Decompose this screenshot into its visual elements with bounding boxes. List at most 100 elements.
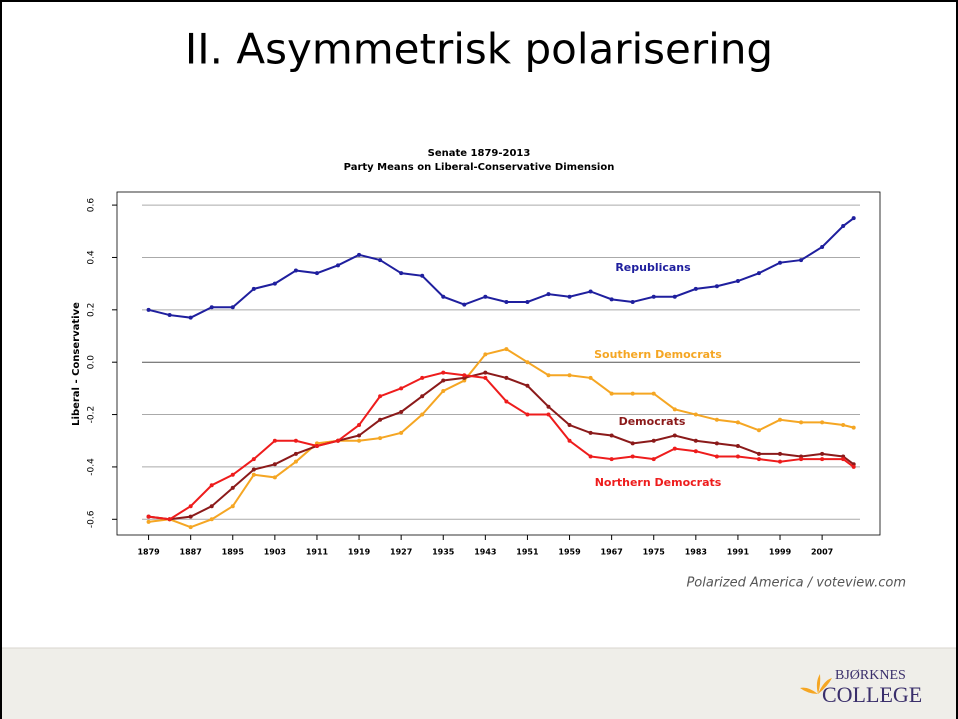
point bbox=[399, 271, 403, 275]
point bbox=[273, 282, 277, 286]
point bbox=[168, 517, 172, 521]
point bbox=[631, 454, 635, 458]
source-note: Polarized America / voteview.com bbox=[686, 576, 906, 591]
point bbox=[399, 410, 403, 414]
x-tick-label: 1975 bbox=[643, 548, 666, 557]
series-label: Southern Democrats bbox=[594, 348, 722, 361]
x-tick-label: 1903 bbox=[264, 548, 286, 557]
point bbox=[525, 360, 529, 364]
point bbox=[694, 449, 698, 453]
point bbox=[294, 452, 298, 456]
point bbox=[631, 392, 635, 396]
point bbox=[147, 520, 151, 524]
point bbox=[568, 439, 572, 443]
point bbox=[589, 454, 593, 458]
point bbox=[757, 428, 761, 432]
point bbox=[568, 295, 572, 299]
slide-title: II. Asymmetrisk polarisering bbox=[185, 25, 773, 74]
y-tick-label: -0.6 bbox=[87, 510, 97, 528]
point bbox=[715, 284, 719, 288]
point bbox=[631, 441, 635, 445]
point bbox=[852, 216, 856, 220]
point bbox=[589, 431, 593, 435]
y-tick-label: -0.4 bbox=[87, 458, 97, 476]
point bbox=[757, 452, 761, 456]
point bbox=[252, 457, 256, 461]
point bbox=[315, 271, 319, 275]
x-tick-label: 1927 bbox=[390, 548, 412, 557]
point bbox=[652, 392, 656, 396]
point bbox=[357, 253, 361, 257]
footer-band bbox=[0, 648, 958, 719]
x-tick-label: 1983 bbox=[685, 548, 707, 557]
point bbox=[694, 439, 698, 443]
point bbox=[736, 420, 740, 424]
point bbox=[483, 371, 487, 375]
point bbox=[610, 392, 614, 396]
point bbox=[378, 258, 382, 262]
y-tick-label: 0.6 bbox=[87, 198, 97, 213]
point bbox=[252, 473, 256, 477]
point bbox=[546, 292, 550, 296]
point bbox=[852, 465, 856, 469]
point bbox=[673, 447, 677, 451]
point bbox=[210, 305, 214, 309]
point bbox=[778, 261, 782, 265]
point bbox=[652, 457, 656, 461]
point bbox=[210, 517, 214, 521]
point bbox=[273, 439, 277, 443]
chart-subtitle: Party Means on Liberal-Conservative Dime… bbox=[344, 162, 615, 173]
slide-border bbox=[1, 1, 957, 719]
series-label: Republicans bbox=[615, 261, 691, 274]
point bbox=[336, 439, 340, 443]
chart-title: Senate 1879-2013 bbox=[428, 148, 531, 159]
point bbox=[420, 413, 424, 417]
x-tick-label: 1935 bbox=[432, 548, 455, 557]
point bbox=[504, 347, 508, 351]
plot-frame bbox=[117, 192, 880, 535]
point bbox=[420, 394, 424, 398]
point bbox=[462, 373, 466, 377]
point bbox=[841, 457, 845, 461]
point bbox=[694, 413, 698, 417]
point bbox=[799, 258, 803, 262]
point bbox=[852, 426, 856, 430]
point bbox=[778, 460, 782, 464]
point bbox=[441, 295, 445, 299]
point bbox=[504, 300, 508, 304]
series-label: Democrats bbox=[619, 415, 686, 428]
point bbox=[715, 418, 719, 422]
y-axis-label: Liberal - Conservative bbox=[71, 302, 82, 426]
point bbox=[294, 269, 298, 273]
y-tick-label: 0.0 bbox=[87, 355, 97, 370]
series-label: Northern Democrats bbox=[595, 476, 722, 489]
point bbox=[357, 439, 361, 443]
point bbox=[820, 452, 824, 456]
x-tick-label: 1895 bbox=[222, 548, 245, 557]
point bbox=[610, 457, 614, 461]
point bbox=[736, 444, 740, 448]
point bbox=[610, 434, 614, 438]
point bbox=[652, 295, 656, 299]
point bbox=[273, 462, 277, 466]
point bbox=[736, 454, 740, 458]
point bbox=[778, 452, 782, 456]
x-tick-label: 2007 bbox=[811, 548, 833, 557]
point bbox=[525, 300, 529, 304]
point bbox=[399, 386, 403, 390]
logo-bottom: COLLEGE bbox=[822, 682, 922, 707]
point bbox=[441, 379, 445, 383]
point bbox=[799, 420, 803, 424]
point bbox=[525, 413, 529, 417]
point bbox=[189, 515, 193, 519]
point bbox=[420, 376, 424, 380]
point bbox=[378, 418, 382, 422]
point bbox=[462, 303, 466, 307]
point bbox=[231, 473, 235, 477]
point bbox=[189, 504, 193, 508]
point bbox=[673, 434, 677, 438]
x-tick-label: 1967 bbox=[601, 548, 623, 557]
logo-top: BJØRKNES bbox=[835, 668, 906, 683]
series-line bbox=[149, 218, 854, 317]
x-tick-label: 1879 bbox=[137, 548, 160, 557]
